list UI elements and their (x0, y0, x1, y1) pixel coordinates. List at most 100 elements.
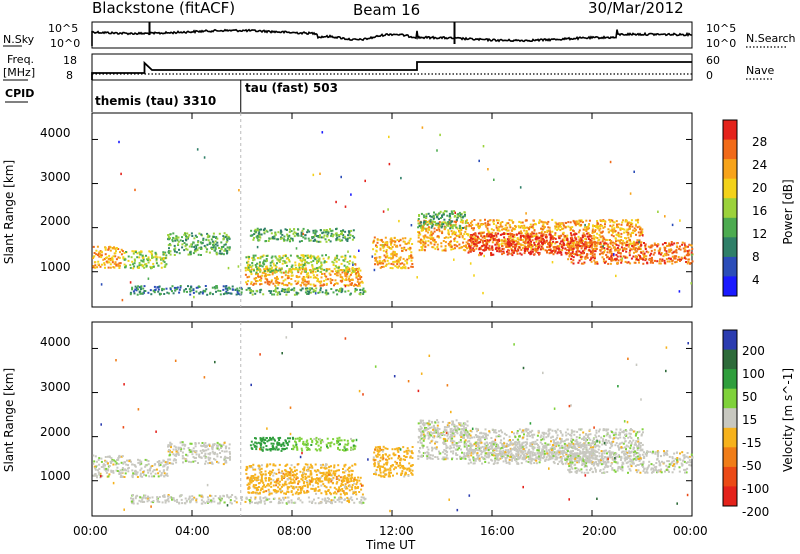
power-panel-echo (638, 240, 640, 244)
power-panel-echo (469, 221, 472, 224)
velocity-panel-echo (135, 473, 138, 476)
power-panel-echo (585, 255, 588, 258)
power-panel-echo (245, 256, 248, 259)
power-panel-echo (557, 247, 560, 250)
velocity-panel-echo (253, 478, 256, 481)
velocity-panel-echo (205, 449, 208, 452)
power-panel-echo (478, 227, 480, 230)
velocity-panel-echo (162, 469, 165, 472)
power-panel-echo (675, 249, 678, 252)
power-panel-echo (632, 245, 635, 248)
power-panel-echo (169, 250, 172, 253)
power-panel-echo (247, 280, 250, 283)
power-panel-echo (175, 251, 178, 254)
power-panel-echo (263, 231, 266, 234)
power-panel-echo (450, 246, 453, 248)
power-panel-echo (546, 251, 548, 254)
power-panel-echo (459, 231, 462, 234)
power-panel-echo (314, 239, 316, 242)
power-panel-echo (449, 243, 452, 246)
power-panel-echo (471, 220, 474, 223)
power-panel-echo (456, 240, 459, 243)
velocity-panel-echo (204, 457, 207, 460)
power-panel-echo (487, 247, 490, 250)
power-panel-echo (163, 265, 166, 268)
power-panel-echo (511, 254, 514, 257)
power-panel-echo (591, 228, 594, 231)
power-panel-echo (348, 275, 351, 278)
power-panel-echo (538, 219, 541, 222)
power-panel-echo (626, 228, 629, 231)
velocity-panel-echo (175, 454, 178, 457)
power-panel-echo (146, 259, 149, 262)
velocity-panel-echo (173, 454, 176, 457)
power-panel-echo (643, 252, 646, 255)
power-panel-echo (176, 236, 179, 239)
velocity-panel-echo (295, 486, 298, 489)
power-panel-echo (250, 229, 253, 232)
power-panel-echo (93, 255, 95, 258)
power-panel-echo (169, 233, 172, 236)
velocity-panel-echo (343, 479, 346, 482)
power-panel-echo (610, 259, 613, 262)
power-panel-echo (491, 246, 494, 249)
power-panel-echo (611, 257, 613, 260)
power-panel-echo (393, 243, 396, 246)
power-panel-echo (113, 262, 116, 265)
power-panel-echo (152, 265, 155, 268)
velocity-panel-echo (203, 443, 206, 446)
power-panel-echo (459, 215, 462, 217)
power-panel-echo (439, 133, 441, 137)
power-panel-echo (669, 250, 672, 253)
velocity-panel-echo (189, 450, 192, 453)
power-panel-echo (634, 250, 637, 253)
power-panel-echo (319, 284, 322, 287)
velocity-panel-echo (223, 501, 226, 504)
power-panel-echo (263, 227, 266, 230)
power-panel-echo (520, 232, 522, 235)
power-panel-echo (335, 260, 338, 263)
power-panel-echo (444, 249, 447, 252)
velocity-panel-echo (157, 472, 160, 475)
power-panel-echo (519, 235, 522, 237)
power-panel-echo (285, 293, 288, 296)
power-panel-echo (466, 247, 469, 250)
power-panel-echo (572, 247, 575, 250)
power-panel-echo (607, 262, 610, 265)
power-panel-echo (471, 235, 474, 238)
velocity-panel-echo (280, 477, 283, 480)
power-panel-echo (528, 236, 531, 239)
power-panel-echo (491, 241, 494, 244)
power-panel-echo (532, 223, 535, 226)
power-panel-echo (559, 250, 562, 253)
power-panel-echo (125, 264, 127, 267)
power-panel-echo (579, 237, 582, 240)
power-panel-echo (324, 274, 327, 277)
power-panel-echo (665, 254, 668, 257)
velocity-panel-echo (229, 458, 231, 461)
velocity-panel-echo (133, 473, 136, 475)
power-panel-echo (450, 220, 453, 223)
power-panel-echo (479, 238, 482, 241)
power-panel-echo (301, 263, 304, 266)
velocity-panel-echo (280, 491, 282, 494)
power-panel-echo (523, 245, 526, 248)
power-panel-echo (588, 223, 590, 226)
power-panel-echo (684, 244, 686, 247)
power-panel-echo (488, 247, 491, 250)
power-panel-echo (351, 235, 354, 238)
velocity-panel-echo (255, 487, 258, 489)
power-panel-echo (419, 240, 422, 243)
velocity-panel-echo (207, 456, 210, 459)
power-panel-echo (161, 287, 164, 290)
velocity-panel-echo (135, 495, 138, 498)
power-panel-echo (136, 293, 139, 296)
power-panel-echo (483, 237, 486, 240)
power-panel-echo (209, 241, 212, 244)
power-panel-echo (635, 233, 637, 236)
power-panel-echo (350, 193, 352, 196)
power-panel-echo (289, 270, 292, 273)
velocity-panel-echo (286, 486, 289, 489)
power-panel-echo (436, 149, 438, 152)
power-panel-echo (199, 248, 202, 250)
